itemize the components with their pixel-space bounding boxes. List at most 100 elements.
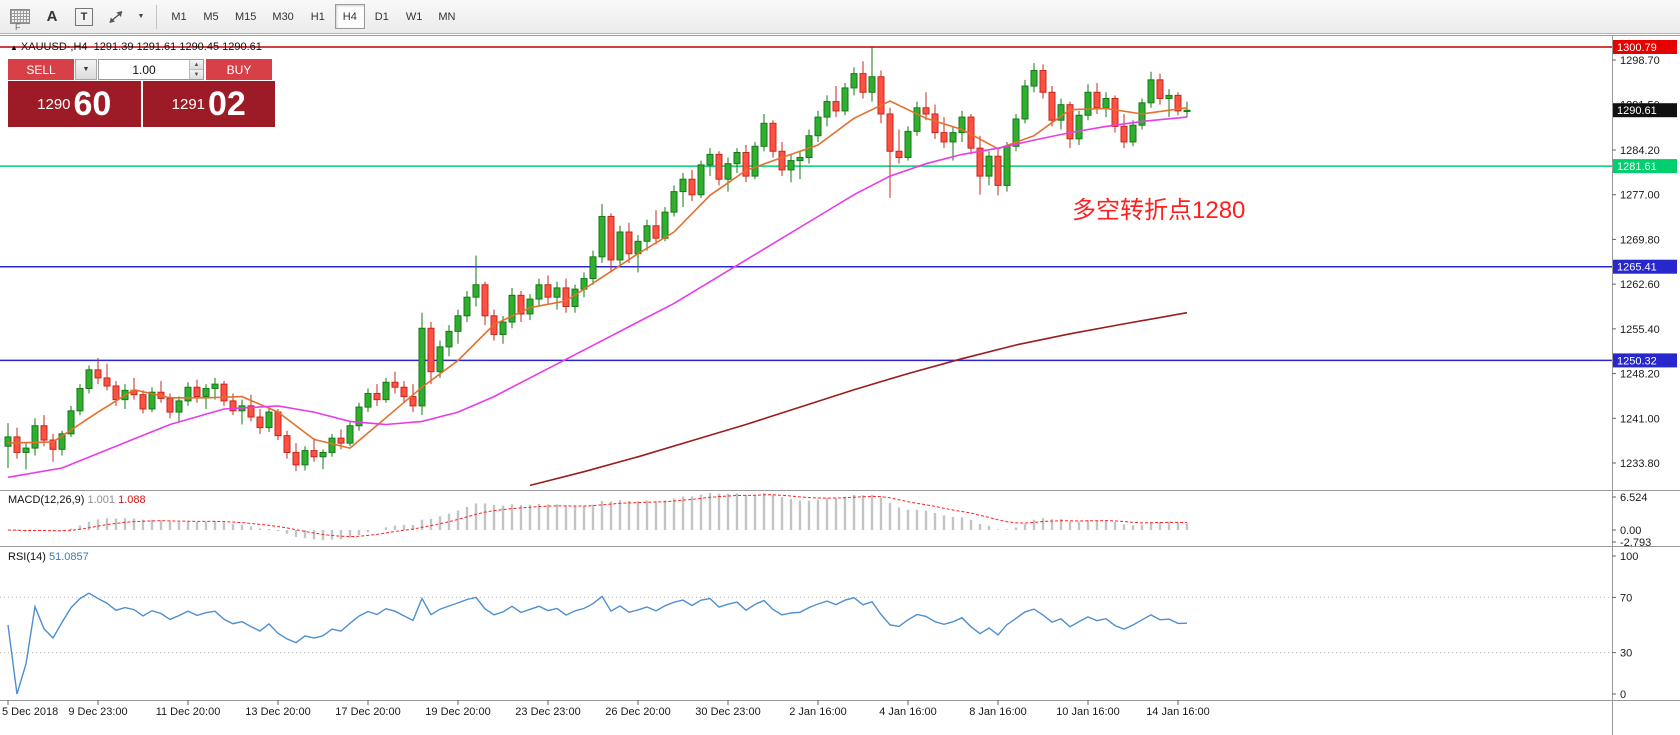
svg-text:100: 100 (1620, 551, 1638, 563)
timeframe-M30[interactable]: M30 (265, 4, 300, 29)
toolbar-separator (156, 4, 157, 29)
symbol-timeframe: XAUUSD-,H4 (20, 41, 88, 53)
timeframe-D1[interactable]: D1 (367, 4, 397, 29)
timeframe-M15[interactable]: M15 (228, 4, 263, 29)
volume-input[interactable] (99, 60, 189, 79)
svg-text:70: 70 (1620, 592, 1632, 604)
panel-separators (0, 35, 1680, 735)
ma-fast-line (7, 100, 1188, 449)
svg-text:30 Dec 23:00: 30 Dec 23:00 (695, 706, 760, 718)
svg-text:8 Jan 16:00: 8 Jan 16:00 (969, 706, 1027, 718)
svg-text:17 Dec 20:00: 17 Dec 20:00 (335, 706, 400, 718)
timeframe-W1[interactable]: W1 (399, 4, 430, 29)
svg-text:30: 30 (1620, 648, 1632, 660)
svg-text:1255.40: 1255.40 (1620, 324, 1660, 336)
svg-text:0.00: 0.00 (1620, 525, 1641, 537)
trade-prices-row: 1290 60 1291 02 (8, 81, 275, 127)
ma-mid-line (7, 116, 1188, 479)
time-axis: 5 Dec 2018 9 Dec 23:00 11 Dec 20:00 13 Dec … (2, 700, 1210, 718)
moving-averages (7, 100, 1188, 487)
svg-text:1290.61: 1290.61 (1617, 105, 1657, 117)
svg-text:11 Dec 20:00: 11 Dec 20:00 (156, 706, 221, 718)
price-axis-badges: 1300.79 1281.61 1265.41 1250.32 1290.61 (1613, 39, 1677, 368)
ohlc-high: 1291.61 (136, 41, 177, 53)
svg-text:10 Jan 16:00: 10 Jan 16:00 (1056, 706, 1120, 718)
buy-price-button[interactable]: 1291 02 (142, 81, 275, 127)
drawing-tools-dropdown-caret[interactable]: ▼ (137, 13, 145, 20)
ohlc-close: 1290.61 (222, 41, 262, 53)
svg-text:1298.70: 1298.70 (1620, 55, 1660, 67)
rsi-panel: 100 70 30 0 (0, 551, 1638, 701)
svg-text:1265.41: 1265.41 (1617, 262, 1657, 274)
candlestick-series (4, 47, 1191, 472)
corner-label: F (15, 21, 21, 32)
svg-text:1241.00: 1241.00 (1620, 413, 1660, 425)
symbol-ohlc-header: ▲ XAUUSD-,H4 1291.39 1291.61 1290.45 1290… (10, 41, 262, 53)
chart-annotation-text: 多空转折点1280 (1072, 197, 1246, 224)
diagonal-arrows-glyph (109, 10, 123, 23)
timeframe-H1[interactable]: H1 (303, 4, 333, 29)
svg-text:6.524: 6.524 (1620, 492, 1648, 504)
horizontal-level-lines (0, 46, 1612, 362)
timeframe-M5[interactable]: M5 (196, 4, 226, 29)
svg-text:1281.61: 1281.61 (1617, 161, 1657, 173)
toolbar: F A T ▼ M1 M5 M15 M30 H1 H4 D1 W1 MN (0, 0, 1680, 34)
svg-text:9 Dec 23:00: 9 Dec 23:00 (68, 706, 127, 718)
windows-grid-icon[interactable]: F (6, 3, 34, 32)
sell-price-button[interactable]: 1290 60 (8, 81, 141, 127)
svg-text:1250.32: 1250.32 (1617, 355, 1657, 367)
svg-text:4 Jan 16:00: 4 Jan 16:00 (879, 706, 937, 718)
svg-text:23 Dec 23:00: 23 Dec 23:00 (515, 706, 580, 718)
buy-price-pips: 02 (208, 85, 246, 123)
volume-field: ▲ ▼ (98, 59, 204, 80)
price-axis: 1298.701291.501284.201277.001269.801262.… (1612, 55, 1660, 470)
svg-text:0: 0 (1620, 689, 1626, 701)
ohlc-low: 1290.45 (179, 41, 220, 53)
volume-spin-down-icon[interactable]: ▼ (190, 70, 203, 79)
svg-text:19 Dec 20:00: 19 Dec 20:00 (425, 706, 490, 718)
timeframe-M1[interactable]: M1 (164, 4, 194, 29)
svg-text:1300.79: 1300.79 (1617, 42, 1657, 54)
volume-spin-up-icon[interactable]: ▲ (190, 60, 203, 70)
ohlc-open: 1291.39 (93, 41, 134, 53)
grid-glyph (10, 9, 30, 24)
volume-dropdown-caret[interactable]: ▼ (75, 59, 97, 80)
macd-value: 1.001 (87, 494, 116, 506)
svg-text:26 Dec 20:00: 26 Dec 20:00 (605, 706, 670, 718)
trade-controls-row: SELL ▼ ▲ ▼ BUY (8, 59, 275, 80)
svg-text:1248.20: 1248.20 (1620, 369, 1660, 381)
rsi-value: 51.0857 (48, 551, 89, 563)
svg-text:2 Jan 16:00: 2 Jan 16:00 (789, 706, 847, 718)
sell-button[interactable]: SELL (8, 59, 74, 80)
svg-text:13 Dec 20:00: 13 Dec 20:00 (245, 706, 310, 718)
svg-text:14 Jan 16:00: 14 Jan 16:00 (1146, 706, 1210, 718)
buy-button[interactable]: BUY (206, 59, 272, 80)
svg-text:1262.60: 1262.60 (1620, 279, 1660, 291)
timeframe-MN[interactable]: MN (431, 4, 462, 29)
sell-price-pips: 60 (73, 85, 112, 123)
macd-signal-value: 1.088 (118, 494, 146, 506)
text-box-tool-icon[interactable]: T (70, 3, 98, 31)
macd-name: MACD(12,26,9) (8, 494, 85, 506)
buy-price-main: 1291 (171, 95, 206, 113)
macd-panel: 6.524 0.00-2.793 (7, 492, 1651, 549)
svg-text:5 Dec 2018: 5 Dec 2018 (2, 706, 58, 718)
ma-slow-line (529, 311, 1188, 487)
svg-text:1269.80: 1269.80 (1620, 234, 1660, 246)
text-label-tool-icon[interactable]: A (46, 8, 58, 25)
symbol-marker-icon: ▲ (10, 43, 18, 52)
drawing-tools-icon[interactable] (102, 3, 130, 31)
svg-text:1233.80: 1233.80 (1620, 458, 1660, 470)
macd-indicator-label: MACD(12,26,9) 1.001 1.088 (8, 494, 146, 506)
timeframe-group: M1 M5 M15 M30 H1 H4 D1 W1 MN (163, 4, 463, 29)
rsi-name: RSI(14) (8, 551, 46, 563)
timeframe-H4[interactable]: H4 (334, 4, 365, 29)
svg-text:-2.793: -2.793 (1620, 537, 1651, 549)
sell-price-main: 1290 (37, 95, 71, 113)
svg-text:1284.20: 1284.20 (1620, 145, 1660, 157)
volume-spinner: ▲ ▼ (189, 60, 203, 79)
one-click-trading-panel: SELL ▼ ▲ ▼ BUY 1290 60 1291 02 (8, 59, 275, 127)
rsi-indicator-label: RSI(14) 51.0857 (8, 551, 89, 563)
